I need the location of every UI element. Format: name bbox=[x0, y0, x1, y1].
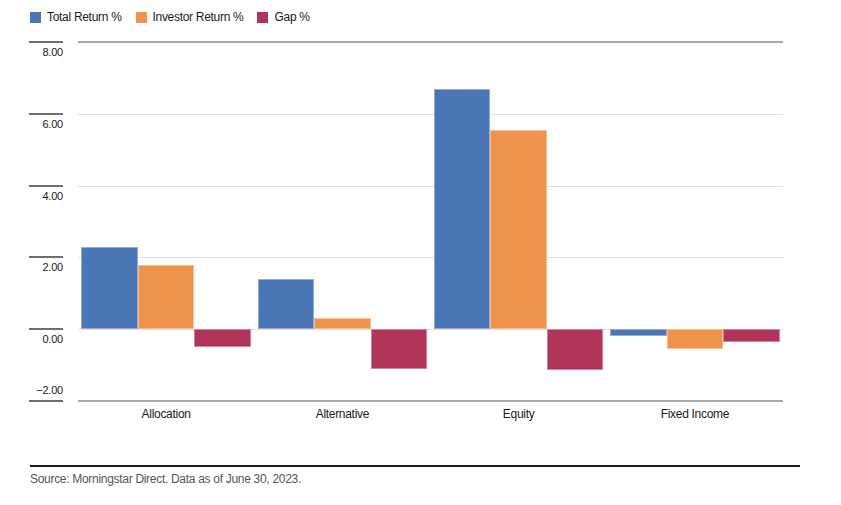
legend-label: Total Return % bbox=[47, 10, 122, 24]
footer-divider-line bbox=[30, 465, 800, 467]
source-text: Source: Morningstar Direct. Data as of J… bbox=[30, 472, 301, 487]
y-axis-tick-label: 0.00 bbox=[0, 333, 63, 346]
y-axis-tick bbox=[29, 185, 63, 187]
y-axis-tick-label: −2.00 bbox=[0, 384, 63, 397]
grid-line bbox=[78, 114, 783, 115]
axis-border-line bbox=[78, 41, 783, 43]
bar-total-return-alternative bbox=[258, 279, 315, 329]
legend-item-total-return: Total Return % bbox=[30, 10, 122, 24]
bar-investor-return-equity bbox=[490, 130, 547, 329]
chart-legend: Total Return % Investor Return % Gap % bbox=[30, 10, 310, 24]
y-axis-tick bbox=[29, 400, 63, 402]
y-axis-tick bbox=[29, 328, 63, 330]
x-axis-label-fixed-income: Fixed Income bbox=[607, 407, 783, 421]
bar-gap-equity bbox=[547, 329, 604, 370]
bar-investor-return-alternative bbox=[314, 318, 371, 329]
grid-line bbox=[78, 186, 783, 187]
y-axis-tick-label: 4.00 bbox=[0, 190, 63, 203]
bar-gap-allocation bbox=[194, 329, 251, 347]
x-axis-label-allocation: Allocation bbox=[78, 407, 254, 421]
mind-the-gap-bar-chart: Total Return % Investor Return % Gap % 8.0… bbox=[0, 0, 841, 505]
grid-line bbox=[78, 257, 783, 258]
y-axis-tick-label: 6.00 bbox=[0, 118, 63, 131]
bar-total-return-equity bbox=[434, 89, 491, 330]
bar-investor-return-allocation bbox=[138, 265, 195, 330]
y-axis-tick-label: 8.00 bbox=[0, 46, 63, 59]
square-swatch-blue-icon bbox=[30, 12, 41, 23]
legend-item-gap: Gap % bbox=[257, 10, 309, 24]
bar-investor-return-fixed-income bbox=[667, 329, 724, 349]
y-axis-tick bbox=[29, 41, 63, 43]
y-axis-tick-label: 2.00 bbox=[0, 261, 63, 274]
x-axis-label-equity: Equity bbox=[431, 407, 607, 421]
bar-gap-alternative bbox=[371, 329, 428, 368]
legend-label: Gap % bbox=[274, 10, 309, 24]
y-axis-tick bbox=[29, 113, 63, 115]
bar-total-return-fixed-income bbox=[610, 329, 667, 336]
bar-gap-fixed-income bbox=[723, 329, 780, 342]
bar-total-return-allocation bbox=[81, 247, 138, 330]
axis-border-line bbox=[78, 400, 783, 402]
legend-label: Investor Return % bbox=[153, 10, 244, 24]
square-swatch-crimson-icon bbox=[257, 12, 268, 23]
x-axis-label-alternative: Alternative bbox=[254, 407, 430, 421]
square-swatch-orange-icon bbox=[136, 12, 147, 23]
legend-item-investor-return: Investor Return % bbox=[136, 10, 244, 24]
y-axis-tick bbox=[29, 256, 63, 258]
